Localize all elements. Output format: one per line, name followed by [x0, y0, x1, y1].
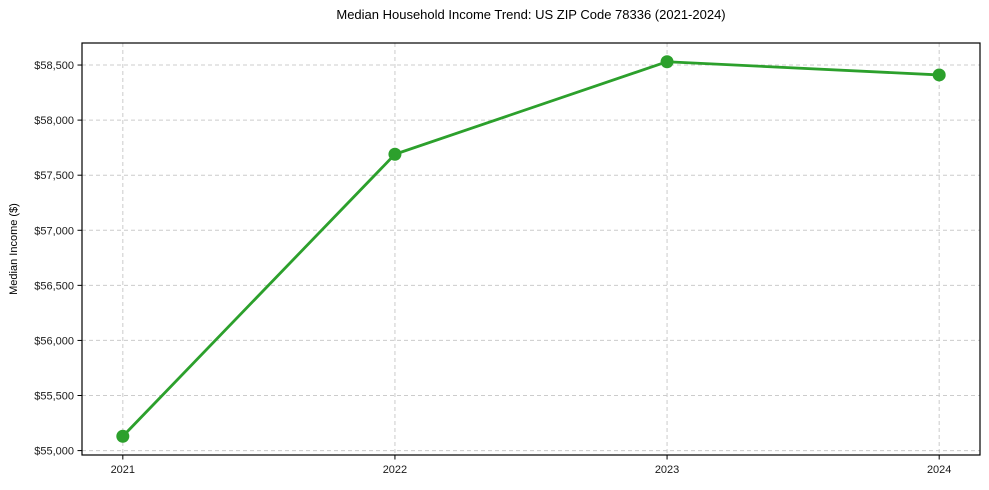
x-tick-label: 2023 [655, 464, 679, 476]
y-tick-label: $55,000 [34, 446, 74, 458]
chart-title: Median Household Income Trend: US ZIP Co… [336, 7, 726, 22]
y-tick-label: $57,000 [34, 225, 74, 237]
axes-border [81, 42, 981, 456]
data-point-2021 [116, 429, 130, 443]
x-tick-label: 2021 [111, 464, 135, 476]
data-point-2024 [932, 68, 946, 82]
x-tick-label: 2024 [927, 464, 951, 476]
data-point-2023 [660, 55, 674, 69]
y-tick-label: $56,500 [34, 280, 74, 292]
y-tick-label: $56,000 [34, 335, 74, 347]
trend-line [121, 60, 941, 438]
y-tick-label: $57,500 [34, 170, 74, 182]
y-tick-label: $58,500 [34, 60, 74, 72]
data-point-2022 [388, 147, 402, 161]
y-tick-label: $58,000 [34, 115, 74, 127]
y-tick-label: $55,500 [34, 391, 74, 403]
x-tick-label: 2022 [383, 464, 407, 476]
